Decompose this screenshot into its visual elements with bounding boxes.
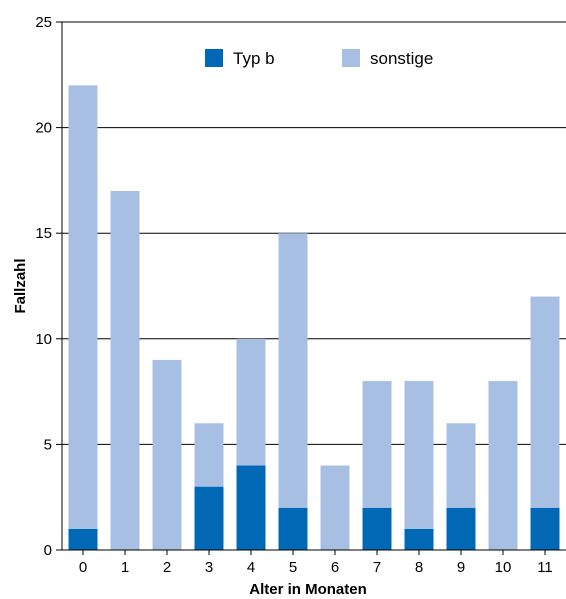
x-tick-label: 3 [205,559,213,576]
bar-typ-b-7 [362,507,392,550]
bar-typ-b-5 [278,507,308,550]
x-tick-label: 1 [121,559,129,576]
x-tick-label: 5 [289,559,297,576]
bar-sonstige-8 [404,381,434,529]
x-tick-label: 11 [537,559,553,576]
bar-sonstige-11 [530,296,560,508]
bar-typ-b-4 [236,465,266,550]
y-tick-label: 10 [35,331,52,348]
legend-swatch-sonstige [342,49,360,67]
bar-typ-b-9 [446,507,476,550]
x-tick-label: 9 [457,559,465,576]
axes [61,22,566,551]
grid-lines [62,21,566,445]
bars [68,85,560,550]
bar-typ-b-8 [404,528,434,550]
bar-sonstige-5 [278,233,308,508]
x-tick-label: 4 [247,559,255,576]
x-tick-label: 8 [415,559,423,576]
y-tick-label: 0 [44,542,52,559]
legend-label-typ-b: Typ b [233,49,275,68]
x-tick-label: 6 [331,559,339,576]
y-tick-label: 15 [35,225,52,242]
bar-sonstige-4 [236,338,266,466]
y-tick-label: 25 [35,14,52,31]
bar-sonstige-9 [446,423,476,508]
x-tick-label: 10 [495,559,512,576]
bar-sonstige-0 [68,85,98,529]
legend-label-sonstige: sonstige [370,49,433,68]
legend: Typ b sonstige [205,49,433,68]
x-ticks: 0 1 2 3 4 5 6 7 8 9 10 11 [79,550,553,576]
y-tick-label: 20 [35,120,52,137]
bar-sonstige-7 [362,381,392,508]
y-tick-label: 5 [44,436,52,453]
y-axis-title: Fallzahl [12,258,29,313]
x-tick-label: 7 [373,559,381,576]
bar-sonstige-3 [194,423,224,487]
bar-sonstige-10 [488,381,518,550]
bar-typ-b-0 [68,528,98,550]
x-tick-label: 2 [163,559,171,576]
legend-swatch-typ-b [205,49,223,67]
x-tick-label: 0 [79,559,87,576]
bar-sonstige-1 [110,190,140,550]
bar-sonstige-6 [320,465,350,550]
y-ticks: 0 5 10 15 20 25 [35,14,62,559]
bar-typ-b-3 [194,486,224,550]
bar-sonstige-2 [152,359,182,550]
x-axis-title: Alter in Monaten [249,581,367,598]
bar-typ-b-11 [530,507,560,550]
